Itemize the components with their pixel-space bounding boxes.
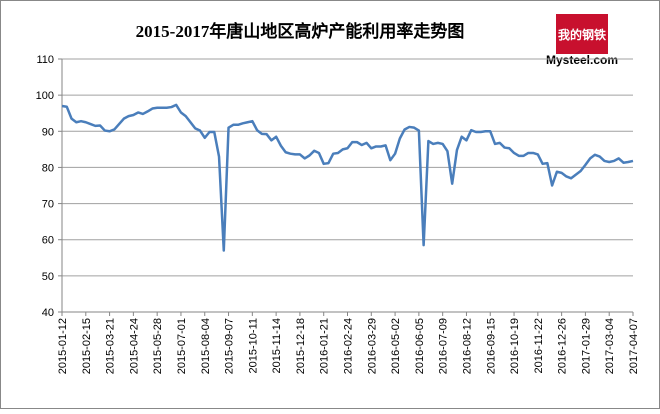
x-tick-label: 2015-12-18 [295,318,307,374]
x-tick-label: 2017-03-04 [604,318,616,374]
x-tick-label: 2015-03-21 [105,318,117,374]
x-tick-label: 2015-09-07 [224,318,236,374]
x-tick-label: 2015-05-28 [152,318,164,374]
x-tick-label: 2016-09-15 [485,318,497,374]
y-tick-label: 80 [42,162,54,174]
data-line [61,103,634,252]
y-tick-label: 40 [42,307,54,319]
y-tick-label: 60 [42,235,54,247]
x-tick-label: 2017-01-29 [580,318,592,374]
x-tick-label: 2016-03-29 [366,318,378,374]
logo-en: Mysteel.com [546,53,618,67]
chart-title: 2015-2017年唐山地区高炉产能利用率走势图 [136,21,465,41]
y-tick-label: 110 [36,54,54,66]
x-tick-label: 2016-10-19 [509,318,521,374]
x-tick-label: 2015-07-01 [176,318,188,374]
x-tick-label: 2016-11-22 [533,318,545,373]
x-tick-label: 2015-02-15 [81,318,93,374]
y-tick-label: 50 [42,271,54,283]
logo-box [556,14,608,54]
x-tick-label: 2015-10-11 [247,318,259,373]
x-tick-label: 2015-08-04 [200,318,212,374]
y-tick-label: 70 [42,199,54,211]
x-tick-label: 2017-04-07 [628,318,640,374]
x-tick-label: 2015-11-14 [271,318,283,373]
logo-cn: 我的钢铁 [558,27,606,42]
x-tick-label: 2016-01-21 [319,318,331,374]
y-tick-label: 100 [36,90,54,102]
x-tick-label: 2016-05-02 [390,318,402,374]
y-tick-label: 90 [42,126,54,138]
x-tick-label: 2015-04-24 [128,318,140,374]
x-tick-label: 2016-06-05 [414,318,426,374]
x-tick-label: 2015-01-12 [57,318,69,374]
x-tick-label: 2016-02-24 [343,318,355,374]
x-tick-label: 2016-07-09 [438,318,450,374]
x-tick-label: 2016-12-26 [557,318,569,374]
x-tick-label: 2016-08-12 [461,318,473,374]
